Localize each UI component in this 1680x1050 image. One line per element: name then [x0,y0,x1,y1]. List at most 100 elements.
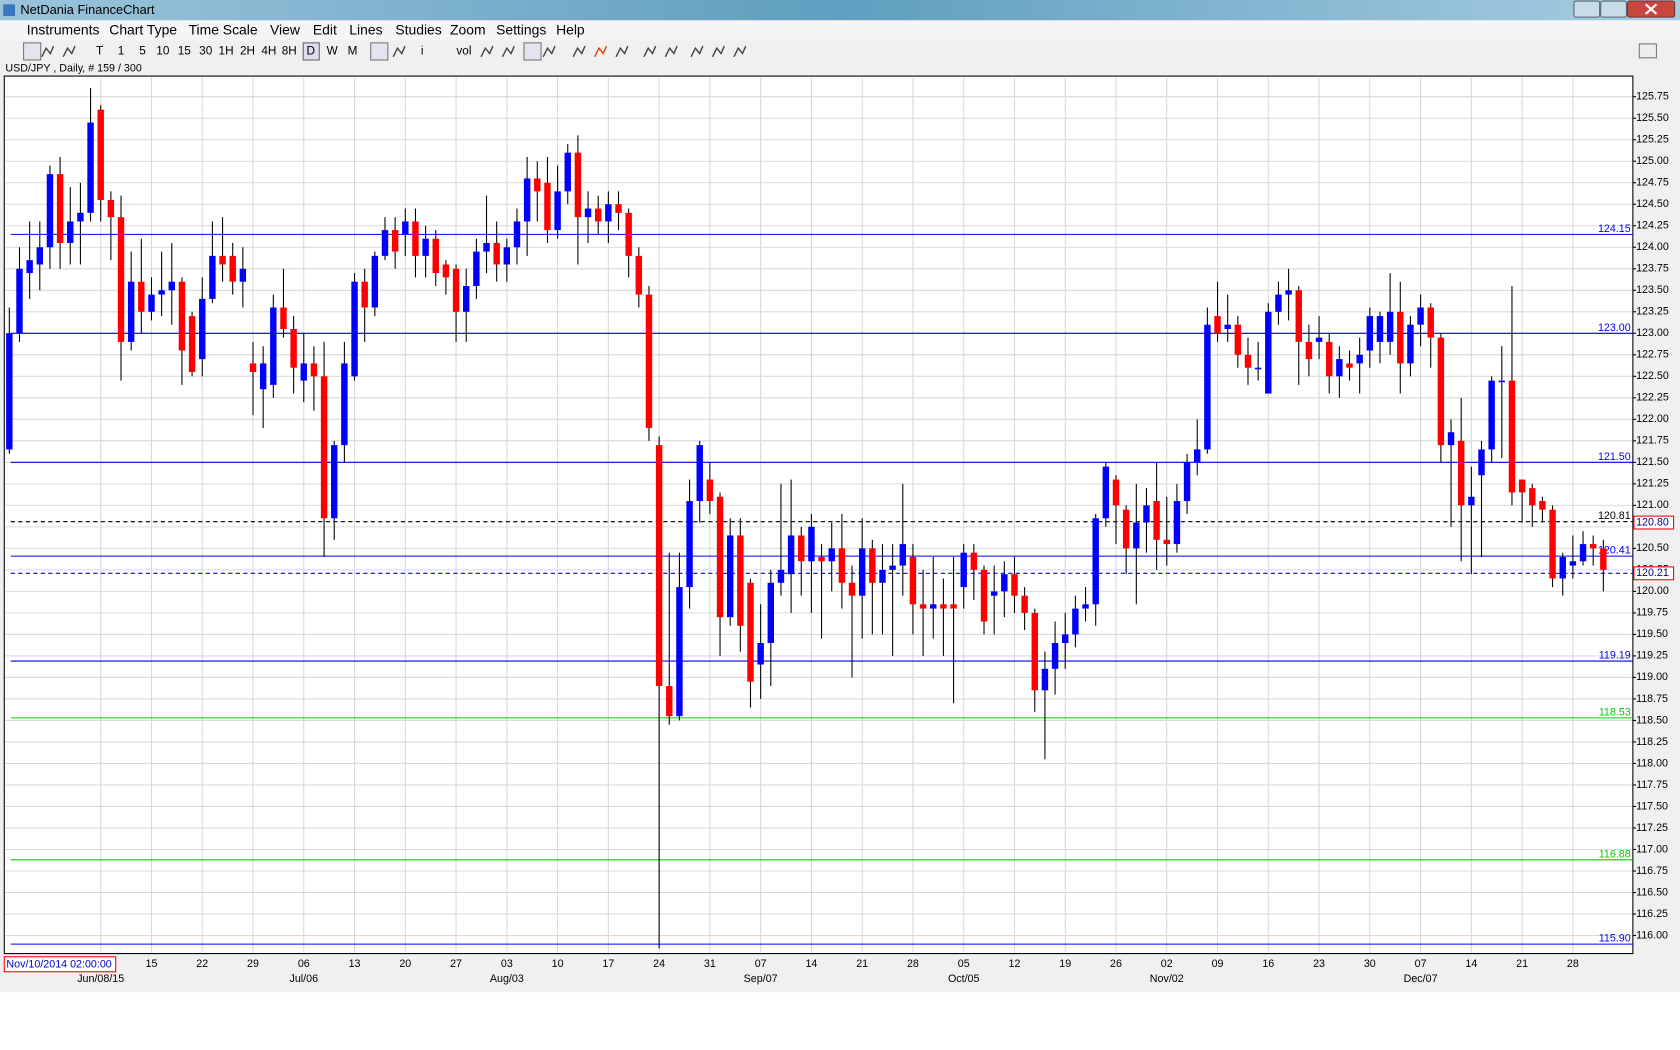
candle-body [1366,316,1374,351]
candle-body [77,212,84,222]
candle-body [483,242,490,252]
toolbar-button[interactable]: 2H [240,45,255,58]
candle-body [1204,324,1211,450]
x-tick-label: 19 [1059,958,1071,970]
toolbar-button[interactable]: 4H [261,45,276,58]
menu-item[interactable]: Settings [496,22,546,38]
y-tick-label: 118.50 [1636,714,1668,726]
status-area [0,992,1680,1050]
level-label: 123.00 [1598,322,1631,334]
x-tick-label-month: Oct/05 [948,973,980,985]
toolbar-button[interactable]: i [421,45,424,58]
candle-body [1478,449,1485,476]
candle-body [168,281,175,291]
level-label: 115.90 [1599,933,1631,945]
candle-body [1194,449,1201,463]
candle-body [1173,501,1181,545]
candle-body [706,479,714,502]
x-tick-label: 14 [805,958,817,970]
candle-body [422,238,429,256]
x-tick-label: 10 [552,958,564,970]
candle-body [1254,367,1262,370]
candle-body [148,294,155,312]
candle-body [402,221,409,235]
candle-body [940,604,947,609]
menu-item[interactable]: View [270,22,301,38]
close-icon [1644,3,1658,15]
y-tick-label: 122.00 [1636,413,1669,425]
toolbar-button[interactable]: M [348,45,358,58]
candle-body [351,281,358,377]
candle-body [930,604,937,609]
toolbar-button[interactable]: 1 [118,45,125,58]
candle-body [696,445,703,502]
x-tick-label: 14 [1465,958,1477,970]
toolbar-button[interactable]: 30 [199,45,213,58]
menu-item[interactable]: Studies [395,22,441,38]
candle-body [980,569,988,622]
candle-body [838,548,846,583]
x-tick-label: 29 [247,958,259,970]
toolbar-button[interactable]: W [327,45,339,58]
candle-body [869,548,876,583]
candle-body [361,281,368,308]
toolbar-button[interactable]: 15 [178,45,192,58]
toolbar-icon [690,45,704,58]
toolbar-icon-frame [370,42,389,61]
y-tick-label: 120.00 [1636,585,1669,597]
menu-item[interactable]: Lines [349,22,382,38]
candle-body [331,445,338,519]
candle-body [432,238,439,274]
candle-body [107,199,115,218]
level-label: 119.19 [1599,650,1631,662]
candle-body [310,363,318,377]
toolbar-button[interactable]: vol [456,45,471,58]
toolbar-icon [62,45,76,58]
menu-item[interactable]: Zoom [450,22,486,38]
toolbar-icon [480,45,494,58]
menu-item[interactable]: Edit [313,22,337,38]
x-tick-label: 15 [146,958,158,970]
toolbar-button[interactable]: 5 [139,45,146,58]
toolbar-button[interactable]: 8H [282,45,297,58]
candle-body [757,643,764,665]
candle-body [686,501,693,588]
candle-body [1214,316,1221,334]
candle-body [259,363,267,390]
maximize-button[interactable] [1600,0,1627,18]
panel-toggle [1638,43,1657,59]
candle-body [645,294,653,428]
candle-body [493,242,500,265]
candle-body [1001,574,1008,592]
candle-body [716,496,724,618]
candle-body [1275,294,1282,312]
menu-item[interactable]: Instruments [27,22,100,38]
candle-body [787,535,795,575]
toolbar-button[interactable]: 10 [156,45,170,58]
candle-body [1539,501,1546,510]
menu-item[interactable]: Help [556,22,585,38]
x-tick-label-month: Dec/07 [1404,973,1438,985]
y-tick-label: 121.25 [1636,478,1669,490]
menu-item[interactable]: Chart Type [109,22,177,38]
candle-body [534,178,541,192]
toolbar-icon [664,45,678,58]
toolbar-button[interactable]: 1H [219,45,234,58]
candle-body [544,182,551,231]
toolbar-button[interactable]: T [96,45,103,58]
candle-body [858,548,866,596]
minimize-button[interactable] [1573,0,1601,18]
candle-body [1427,307,1434,338]
y-tick-label: 124.25 [1636,220,1669,232]
candle-body [564,152,571,192]
menu-item[interactable]: Time Scale [189,22,258,38]
candle-body [1407,324,1414,364]
candle-body [655,445,663,687]
y-tick-label: 117.25 [1636,822,1668,834]
y-tick-label: 122.50 [1636,370,1669,382]
candle-body [1143,505,1150,523]
level-label: 120.81 [1598,510,1631,522]
toolbar-button[interactable]: D [306,45,315,58]
y-tick-label: 118.25 [1636,736,1668,748]
